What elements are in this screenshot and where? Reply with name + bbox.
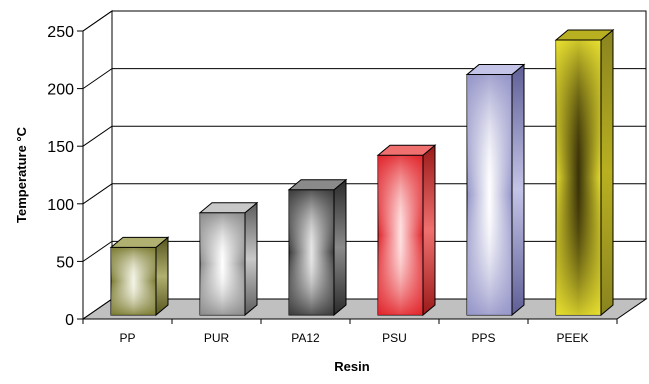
- y-tick-label: 50: [56, 254, 74, 271]
- side-gridline: [82, 125, 113, 147]
- y-axis-label: Temperature °C: [14, 126, 29, 223]
- bar-side: [244, 201, 258, 317]
- bar-side: [600, 28, 614, 317]
- x-tick-label: PEEK: [556, 331, 588, 345]
- bar-pps: [465, 63, 526, 317]
- side-gridline: [82, 183, 113, 205]
- bar-front-shade: [556, 40, 601, 315]
- bar-psu: [376, 144, 437, 317]
- bar-side: [333, 178, 347, 317]
- x-tick-label: PPS: [471, 331, 495, 345]
- side-gridline: [82, 240, 113, 262]
- bar-top: [554, 29, 615, 41]
- bar-side: [511, 63, 525, 317]
- y-tick-label: 200: [47, 82, 74, 99]
- y-tick-label: 100: [47, 197, 74, 214]
- bar-top: [109, 236, 170, 248]
- bar-top: [198, 202, 259, 214]
- bar-front-shade: [378, 155, 423, 315]
- y-tick-label: 0: [65, 312, 74, 329]
- x-tick-label: PA12: [291, 331, 320, 345]
- side-gridline: [82, 68, 113, 90]
- bar-top: [287, 179, 348, 191]
- bar-front-shade: [111, 247, 156, 315]
- bar-peek: [554, 28, 615, 317]
- bar-top: [465, 64, 526, 76]
- side-wall: [82, 10, 113, 320]
- bar-pp: [109, 236, 170, 317]
- bar-front-shade: [200, 212, 245, 315]
- bar-side: [155, 236, 169, 317]
- x-tick-label: PSU: [382, 331, 407, 345]
- x-tick-label: PUR: [204, 331, 230, 345]
- y-tick-label: 250: [47, 24, 74, 41]
- bar-pur: [198, 201, 259, 317]
- bar-top: [376, 144, 437, 156]
- bar-pa12: [287, 178, 348, 317]
- bar-front-shade: [467, 74, 512, 315]
- x-axis-label: Resin: [334, 359, 369, 374]
- y-tick-label: 150: [47, 139, 74, 156]
- bar-side: [422, 144, 436, 317]
- bar-front-shade: [289, 189, 334, 315]
- x-tick-label: PP: [119, 331, 135, 345]
